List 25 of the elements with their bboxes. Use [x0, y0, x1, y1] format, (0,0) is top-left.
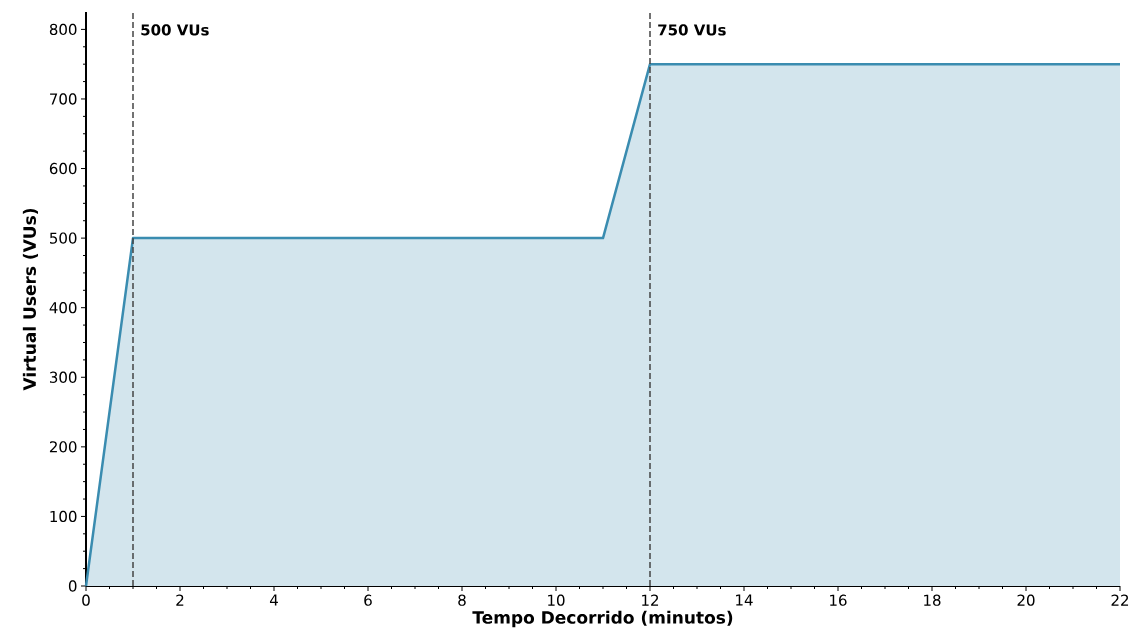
x-tick-label: 0: [82, 594, 90, 606]
x-tick-label: 6: [364, 594, 372, 606]
x-tick-label: 10: [548, 594, 565, 606]
y-tick-label: 300: [49, 371, 77, 383]
x-tick-label: 4: [269, 594, 278, 606]
x-tick-label: 16: [830, 594, 847, 606]
y-tick-label: 800: [49, 23, 77, 36]
y-axis-title: Virtual Users (VUs): [22, 208, 38, 391]
x-tick-label: 12: [642, 594, 659, 606]
ref-line-label: 750 VUs: [658, 24, 726, 36]
y-tick-label: 600: [49, 162, 77, 175]
x-tick-label: 8: [458, 594, 466, 606]
y-tick-label: 500: [50, 232, 77, 244]
y-tick-label: 700: [50, 93, 77, 105]
y-tick-label: 100: [50, 510, 77, 523]
x-tick-label: 20: [1017, 594, 1035, 606]
y-tick-label: 0: [68, 580, 77, 592]
x-tick-label: 2: [176, 594, 184, 606]
ref-line-label: 500 VUs: [141, 24, 209, 36]
x-axis-title: Tempo Decorrido (minutos): [472, 610, 733, 628]
y-tick-label: 200: [49, 441, 77, 453]
x-tick-label: 18: [924, 594, 941, 606]
x-tick-label: 14: [736, 594, 753, 606]
y-tick-label: 400: [49, 302, 77, 314]
x-tick-label: 22: [1111, 594, 1129, 606]
